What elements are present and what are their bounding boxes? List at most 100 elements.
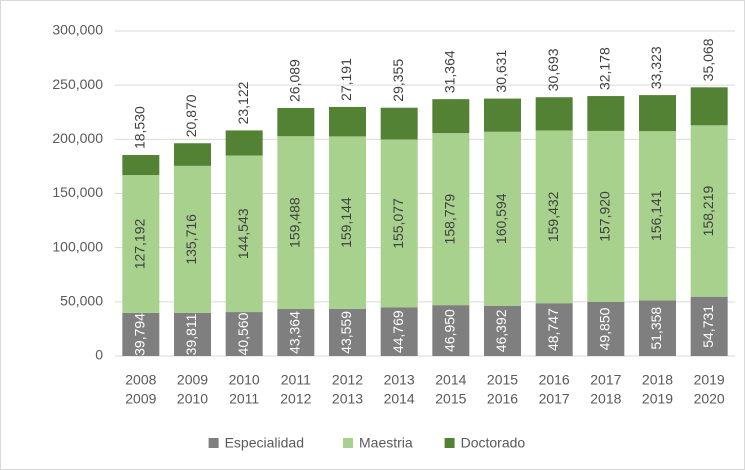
data-label: 33,323 [648,46,664,89]
data-label: 18,530 [132,106,148,149]
bar-segment [329,106,366,137]
data-label: 158,219 [700,185,716,236]
data-label: 48,747 [545,308,561,351]
data-label: 43,364 [287,311,303,354]
data-label: 27,191 [338,58,354,101]
x-tick-label: 2016 [539,372,570,388]
x-tick-label: 2015 [487,372,518,388]
bar-segment [639,300,676,356]
bar-segment [380,107,418,140]
legend-label: Doctorado [461,435,526,451]
x-tick-label: 2013 [384,372,415,388]
bar-segment [174,143,211,166]
x-tick-label: 2012 [280,391,311,407]
x-tick-label: 2010 [229,372,260,388]
y-tick-label: 150,000 [52,184,103,200]
bar-segment [277,136,315,310]
bar-segment [122,155,160,176]
y-tick-label: 0 [95,347,103,363]
data-label: 46,950 [442,309,458,352]
bar-segment [380,139,418,308]
x-tick-label: 2010 [177,391,208,407]
data-label: 40,560 [235,312,251,355]
data-label: 30,631 [493,50,509,93]
x-tick-label: 2015 [435,391,466,407]
data-label: 46,392 [493,309,509,352]
legend-label: Especialidad [225,435,304,451]
data-label: 159,488 [287,197,303,248]
bar-segment [329,136,366,309]
bar-segment [225,130,263,156]
data-label: 32,178 [597,47,613,90]
data-label: 23,122 [235,81,251,124]
x-tick-label: 2017 [590,372,621,388]
data-label: 44,769 [390,310,406,353]
data-label: 31,364 [442,50,458,93]
data-label: 159,432 [545,191,561,242]
x-tick-label: 2014 [384,391,415,407]
legend-swatch [208,438,219,448]
bar-segment [690,87,728,126]
bar-segment [329,308,366,356]
x-tick-label: 2011 [281,372,311,388]
data-label: 39,811 [183,313,199,355]
data-label: 29,355 [390,59,406,102]
bar-segment [277,309,315,356]
x-tick-label: 2012 [332,372,363,388]
bar-segment [277,107,315,137]
bar-segment [484,98,521,132]
data-label: 20,870 [183,94,199,137]
y-tick-label: 300,000 [52,22,103,38]
bar-segment [535,130,573,304]
data-label: 39,794 [132,313,148,356]
bar-segment [174,165,211,313]
bar-segment [484,305,521,356]
data-label: 51,358 [648,307,664,350]
data-label: 35,068 [700,38,716,81]
data-label: 144,543 [235,208,251,259]
data-label: 156,141 [648,190,664,241]
bar-segment [432,99,470,134]
data-label: 157,920 [597,191,613,242]
bar-segment [639,131,676,301]
x-tick-label: 2018 [590,391,621,407]
x-tick-label: 2019 [642,391,673,407]
y-tick-label: 200,000 [52,130,103,146]
data-label: 26,089 [287,59,303,102]
x-tick-label: 2011 [229,391,259,407]
data-label: 30,693 [545,48,561,91]
x-tick-label: 2009 [177,372,208,388]
y-tick-label: 250,000 [52,76,103,92]
bar-segment [380,307,418,356]
bar-segment [484,131,521,306]
bar-segment [225,155,263,313]
bar-segment [122,312,160,356]
x-tick-label: 2018 [642,372,673,388]
x-tick-label: 2019 [694,372,725,388]
data-label: 159,144 [338,197,354,248]
y-tick-label: 100,000 [52,238,103,254]
x-tick-label: 2020 [694,391,725,407]
data-label: 155,077 [390,198,406,249]
bar-segment [122,175,160,313]
bar-segment [587,301,625,356]
data-label: 160,594 [493,193,509,244]
x-tick-label: 2016 [487,391,518,407]
bar-segment [535,303,573,356]
bar-segment [639,95,676,132]
x-tick-label: 2017 [539,391,570,407]
legend-swatch [444,438,455,448]
x-tick-label: 2014 [435,372,466,388]
bar-segment [174,312,211,356]
data-label: 127,192 [132,218,148,269]
bar-segment [690,296,728,356]
data-label: 135,716 [183,214,199,265]
x-tick-label: 2008 [125,372,156,388]
legend-swatch [343,438,353,448]
bar-segment [587,96,625,131]
data-label: 49,850 [597,307,613,350]
data-label: 43,559 [338,311,354,354]
legend-label: Maestria [359,435,413,451]
